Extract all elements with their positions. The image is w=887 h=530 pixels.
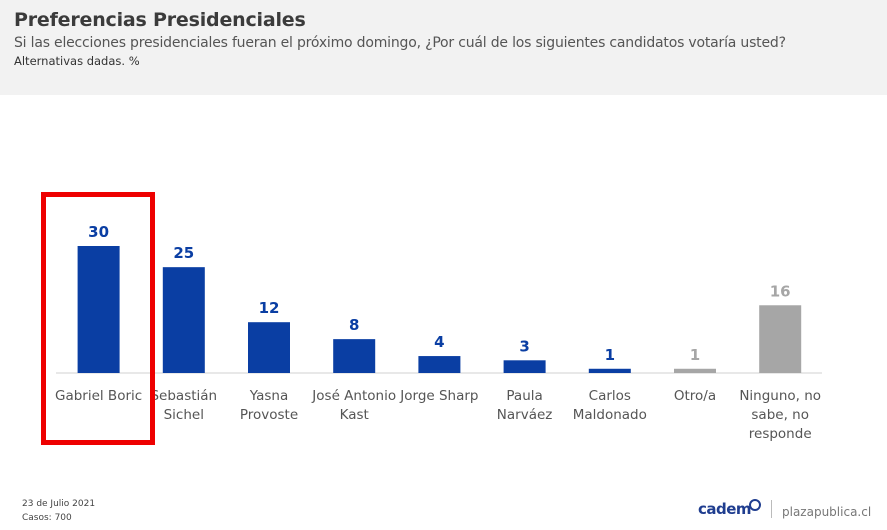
- data-label-5: 3: [519, 337, 529, 355]
- category-label-5: Paula Narváez: [497, 388, 553, 423]
- data-label-2: 12: [259, 299, 280, 317]
- bar-8: [759, 305, 802, 373]
- category-label-1: Sebastián Sichel: [150, 388, 217, 423]
- brand-logo-mark-icon: [749, 499, 761, 511]
- data-label-3: 8: [349, 316, 359, 334]
- category-label-0: Gabriel Boric: [55, 388, 142, 404]
- data-label-7: 1: [690, 346, 700, 364]
- chart-note: Alternativas dadas. %: [14, 54, 140, 68]
- data-label-0: 30: [88, 223, 109, 241]
- category-label-3: José Antonio Kast: [311, 388, 396, 423]
- category-label-2: Yasna Provoste: [240, 388, 298, 423]
- chart-header: Preferencias Presidenciales Si las elecc…: [0, 0, 887, 95]
- highlight-box: [41, 192, 155, 445]
- bar-4: [418, 356, 461, 373]
- footer-separator: [771, 500, 772, 518]
- data-label-4: 4: [434, 333, 444, 351]
- brand-logo: cadem: [698, 500, 752, 518]
- chart-title: Preferencias Presidenciales: [14, 9, 306, 31]
- category-label-7: Otro/a: [674, 388, 716, 404]
- data-label-8: 16: [770, 282, 791, 300]
- data-label-1: 25: [173, 244, 194, 262]
- category-label-6: Carlos Maldonado: [573, 388, 647, 423]
- bar-2: [248, 322, 290, 373]
- bar-1: [162, 267, 205, 373]
- bar-5: [503, 360, 546, 373]
- chart-subtitle: Si las elecciones presidenciales fueran …: [14, 35, 786, 51]
- footer-site: plazapublica.cl: [782, 505, 872, 519]
- category-label-8: Ninguno, no sabe, no responde: [739, 388, 821, 442]
- bar-3: [333, 339, 376, 373]
- data-label-6: 1: [605, 346, 615, 364]
- footer-date: 23 de Julio 2021: [22, 499, 96, 509]
- bar-0: [77, 246, 120, 373]
- footer-cases: Casos: 700: [22, 513, 72, 523]
- category-label-4: Jorge Sharp: [399, 388, 478, 404]
- bar-6: [588, 368, 631, 373]
- bar-7: [674, 368, 716, 373]
